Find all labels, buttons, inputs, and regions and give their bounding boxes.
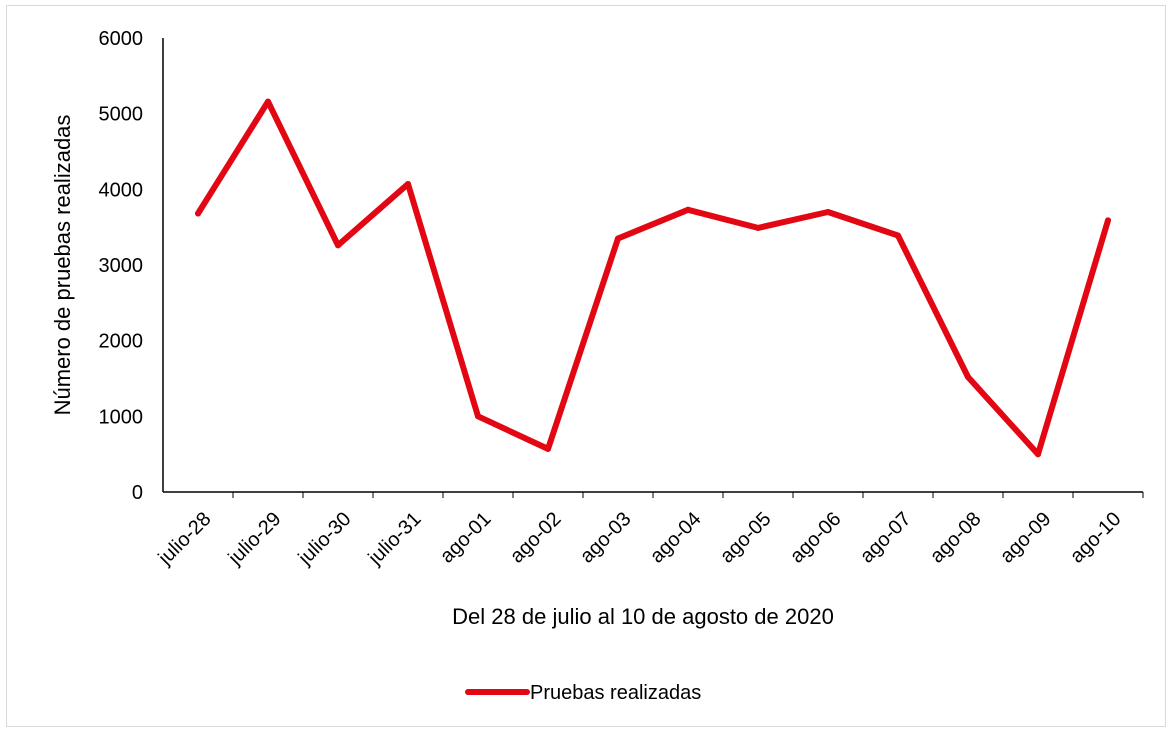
x-tick-label: ago-02 <box>506 508 566 568</box>
data-point <box>475 413 481 420</box>
data-point <box>1105 217 1111 224</box>
legend: Pruebas realizadas <box>465 682 701 704</box>
x-tick-label: ago-03 <box>576 508 636 568</box>
x-tick-label: ago-08 <box>926 508 986 568</box>
x-tick-label: ago-01 <box>436 508 496 568</box>
y-axis-ticks: 0 1000 2000 3000 4000 5000 6000 <box>99 28 144 504</box>
legend-label: Pruebas realizadas <box>530 682 701 704</box>
x-tick-label: julio-29 <box>224 508 286 570</box>
data-point <box>965 374 971 380</box>
y-tick-label: 1000 <box>99 406 144 428</box>
x-tick-label: julio-30 <box>294 508 356 570</box>
data-point <box>1035 451 1041 458</box>
data-point <box>405 181 411 187</box>
y-tick-label: 0 <box>132 482 143 504</box>
data-point <box>615 235 621 242</box>
y-tick-label: 4000 <box>99 179 144 201</box>
y-tick-label: 6000 <box>99 28 144 50</box>
x-axis-ticks: julio-28 julio-29 julio-30 julio-31 ago-01 ag… <box>154 492 1144 570</box>
x-tick-label: ago-05 <box>716 508 776 568</box>
data-point <box>335 242 341 249</box>
data-point <box>895 232 901 239</box>
y-tick-label: 5000 <box>99 104 144 126</box>
x-axis-title: Del 28 de julio al 10 de agosto de 2020 <box>452 604 834 629</box>
x-tick-label: ago-06 <box>786 508 846 568</box>
data-point <box>265 98 271 105</box>
x-tick-label: ago-10 <box>1066 508 1126 568</box>
series-group <box>195 98 1111 458</box>
x-tick-label: ago-09 <box>996 508 1056 568</box>
series-line <box>195 98 1111 458</box>
x-tick-label: julio-28 <box>154 508 216 570</box>
y-tick-label: 2000 <box>99 331 144 353</box>
data-point <box>545 445 551 452</box>
data-point <box>685 206 691 213</box>
x-tick-label: julio-31 <box>364 508 426 570</box>
x-tick-label: ago-07 <box>856 508 916 568</box>
data-point <box>755 224 761 231</box>
chart-frame <box>6 5 1166 727</box>
data-point <box>195 210 201 217</box>
y-axis-title: Número de pruebas realizadas <box>50 115 75 416</box>
x-tick-label: ago-04 <box>646 508 706 568</box>
data-point <box>825 209 831 215</box>
y-tick-label: 3000 <box>99 255 144 277</box>
